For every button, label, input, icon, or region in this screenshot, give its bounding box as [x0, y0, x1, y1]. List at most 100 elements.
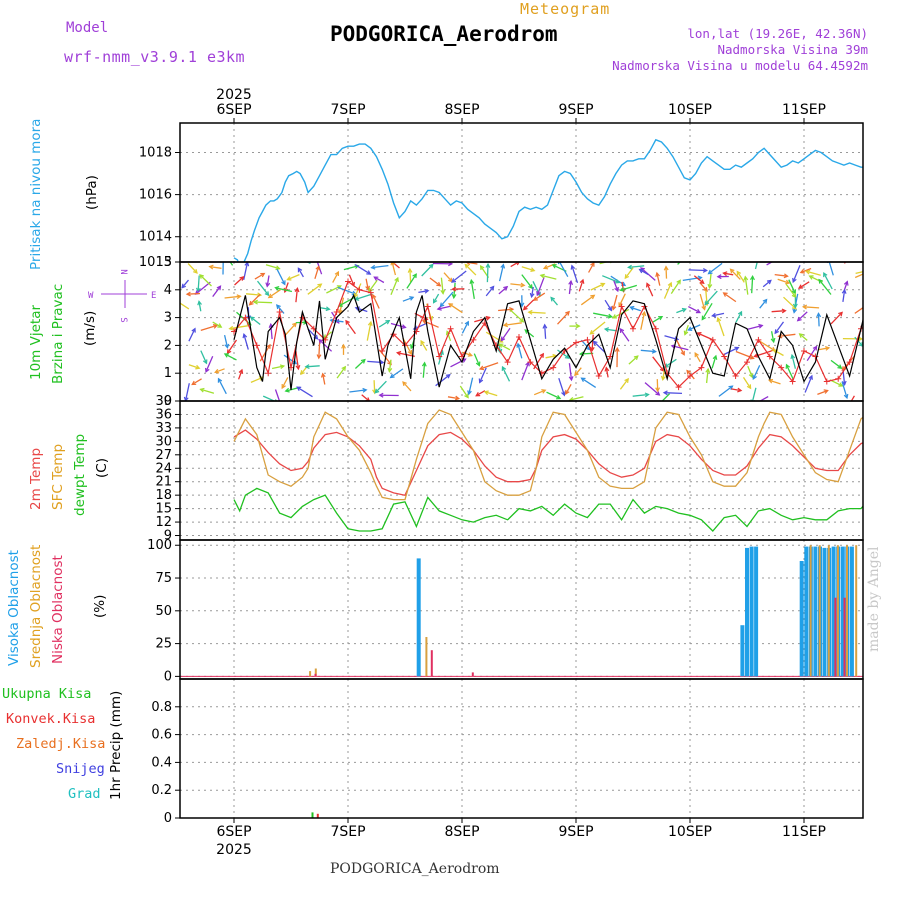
wind-arrow-head: [825, 346, 831, 351]
wind-arrow-head: [338, 309, 343, 315]
wind-arrow-head: [752, 403, 756, 406]
cloud-bar: [849, 546, 854, 677]
gust-marker: [345, 278, 351, 285]
wind-arrow-head: [590, 262, 595, 267]
wind-arrow-head: [252, 299, 258, 305]
wind-arrow: [568, 281, 572, 295]
wind-arrow: [361, 394, 370, 401]
wind-arrow-head: [660, 375, 666, 382]
wind-arrow: [759, 340, 776, 352]
wind-arrow-head: [748, 373, 754, 379]
wind-arrow: [355, 293, 373, 301]
wind-arrow-head: [580, 377, 586, 382]
year-label-bottom: 2025: [216, 842, 252, 858]
wind-arrow-head: [279, 404, 283, 408]
wind-arrow: [768, 379, 781, 385]
wind-arrow-head: [663, 363, 669, 368]
wind-arrow-head: [655, 391, 661, 396]
wind-arrow: [628, 355, 639, 365]
wind-arrow-head: [341, 343, 346, 349]
wind-arrow-head: [296, 257, 300, 261]
day-label-bottom: 8SEP: [444, 824, 479, 840]
wind-arrow: [774, 273, 788, 277]
wind-arrow-head: [451, 278, 457, 283]
wind-arrow: [188, 364, 200, 369]
wind-arrow-head: [228, 325, 234, 331]
wind-arrow: [226, 339, 238, 354]
wind-arrow: [557, 311, 570, 325]
wind-arrow: [730, 268, 741, 280]
wind-arrow-head: [843, 280, 849, 286]
wind-arrow: [533, 389, 546, 396]
wind-arrow-head: [368, 287, 373, 293]
wind-arrow: [234, 276, 244, 286]
wind-arrow: [186, 292, 201, 295]
gust-marker: [367, 289, 374, 296]
wind-arrow: [223, 334, 229, 348]
y-tick-label: 0: [164, 669, 172, 684]
y-tick-label: 24: [155, 461, 172, 476]
wind-arrow: [684, 324, 689, 335]
wind-arrow: [854, 336, 863, 347]
wind-arrow-head: [785, 363, 791, 369]
cloud-bar: [804, 546, 809, 677]
wind-arrow: [296, 386, 313, 398]
wind-arrow-head: [687, 326, 693, 331]
gust-marker: [550, 364, 557, 371]
wind-arrow: [688, 306, 701, 314]
y-tick-label: 100: [147, 538, 172, 553]
wind-arrow: [297, 267, 304, 278]
wind-arrow: [484, 391, 498, 397]
y-tick-label: 18: [155, 488, 172, 503]
wind-arrow: [558, 262, 569, 278]
wind-arrow-head: [683, 330, 689, 336]
wind-arrow: [783, 296, 797, 310]
wind-arrow-head: [224, 253, 228, 257]
wind-arrow: [758, 396, 769, 401]
wind-arrow: [694, 352, 701, 363]
gust-marker: [265, 370, 272, 377]
wind-arrow-head: [722, 292, 728, 297]
wind-arrow: [624, 267, 634, 279]
wind-arrow-head: [530, 267, 536, 272]
wind-arrow-head: [707, 269, 713, 275]
y-tick-label: 1014: [139, 230, 172, 245]
wind-arrow: [742, 377, 752, 389]
wind-arrow-head: [216, 285, 222, 291]
gust-marker: [766, 353, 773, 360]
day-label-top: 6SEP: [216, 102, 251, 118]
wind-arrow: [500, 327, 511, 341]
wind-arrow: [451, 270, 467, 283]
wind-arrow: [429, 277, 441, 287]
day-label-top: 7SEP: [330, 102, 365, 118]
wind-arrow: [418, 290, 429, 294]
wind-arrow-head: [395, 350, 402, 356]
wind-arrow: [705, 368, 709, 384]
gust-marker: [675, 384, 682, 391]
wind-arrow: [569, 396, 584, 401]
gust-marker: [721, 353, 728, 360]
wind-arrow: [591, 334, 594, 351]
day-label-top: 9SEP: [558, 102, 593, 118]
gust-marker: [698, 364, 705, 371]
wind-arrow-head: [195, 364, 201, 370]
wind-arrow-head: [607, 306, 613, 312]
wind-arrow-head: [485, 315, 491, 321]
wind-arrow: [639, 268, 649, 276]
wind-arrow: [799, 333, 808, 341]
wind-arrow: [785, 283, 797, 298]
wind-arrow: [281, 377, 289, 389]
wind-arrow-head: [779, 256, 783, 259]
gust-marker: [835, 375, 842, 382]
wind-arrow: [747, 324, 763, 330]
wind-arrow: [510, 283, 525, 287]
wind-arrow: [295, 288, 299, 303]
wind-arrow-head: [568, 279, 574, 286]
wind-arrow: [646, 283, 654, 297]
wind-arrow: [693, 275, 705, 284]
wind-arrow-head: [296, 386, 302, 391]
wind-arrow-head: [464, 393, 469, 399]
cloud-bar: [831, 546, 836, 677]
y-tick-label: 0: [164, 811, 172, 826]
wind-arrow-head: [734, 346, 740, 352]
